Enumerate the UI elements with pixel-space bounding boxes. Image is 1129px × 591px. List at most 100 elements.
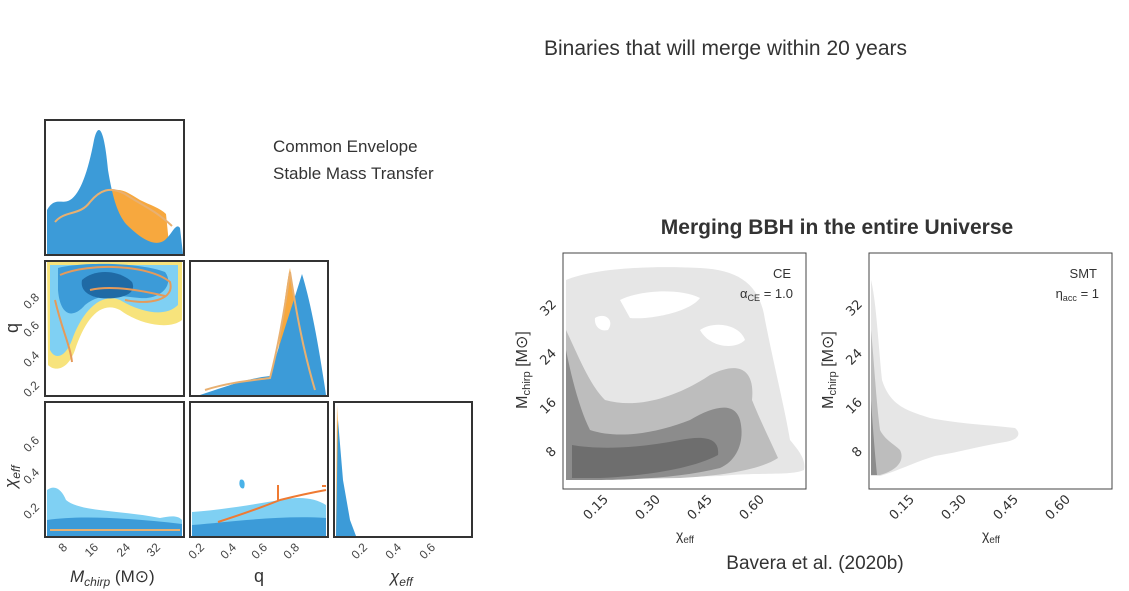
label-sub: chirp (521, 371, 533, 395)
tspan: M (70, 567, 85, 586)
x-tick-label: 0.30 (633, 492, 664, 523)
label-tail: = 1.0 (760, 286, 793, 301)
contour (871, 400, 877, 475)
x-tick-label: 8 (55, 540, 70, 555)
contour (594, 291, 745, 346)
label-main: χ (676, 527, 684, 543)
panel-frame (44, 119, 185, 256)
label-sub: chirp (827, 371, 839, 395)
y-tick-label: 32 (538, 297, 560, 319)
density (192, 517, 326, 536)
label-sub: eff (683, 535, 694, 546)
panel-frame (189, 260, 329, 397)
contour (572, 437, 719, 478)
y-tick-label: 0.6 (20, 433, 42, 455)
y-tick-label: 32 (844, 297, 866, 319)
label-main: η (1056, 286, 1063, 301)
y-tick-label: 0.6 (20, 318, 42, 340)
y-tick-label: 0.8 (20, 290, 42, 312)
tspan: eff (399, 575, 414, 589)
x-tick-label: 0.15 (887, 492, 918, 523)
smt-line (54, 188, 173, 227)
x-axis-label: q (254, 566, 264, 586)
x-tick-label: 0.2 (348, 540, 370, 562)
y-axis-label: Mchirp [M⊙] (820, 331, 839, 409)
x-tick-label: 0.4 (217, 540, 239, 562)
panel-param: αCE = 1.0 (740, 286, 793, 303)
x-tick-label: 0.6 (248, 540, 270, 562)
ce-marginal (47, 129, 183, 254)
tspan: χ (388, 567, 400, 586)
tspan: eff (9, 464, 23, 479)
density (81, 271, 134, 299)
panel-param: ηacc = 1 (1056, 286, 1099, 303)
y-tick-label: 8 (543, 444, 559, 460)
y-tick-label: 0.2 (20, 500, 42, 522)
y-axis-label: q (2, 323, 22, 333)
label-sub: eff (989, 535, 1000, 546)
panel-name: CE (773, 266, 791, 281)
y-tick-label: 0.4 (20, 348, 42, 370)
y-tick-label: 0.4 (20, 465, 42, 487)
x-tick-label: 0.45 (991, 492, 1022, 523)
y-tick-label: 16 (538, 395, 560, 417)
x-tick-label: 0.8 (280, 540, 302, 562)
ce-marginal (200, 274, 326, 395)
x-tick-label: 0.60 (1043, 492, 1074, 523)
panel-frame (562, 252, 807, 490)
label-main: M (514, 396, 531, 409)
y-tick-label: 24 (844, 346, 866, 368)
slide-title: Binaries that will merge within 20 years (544, 37, 907, 60)
x-axis-label: χeff (388, 567, 414, 589)
label-sub: acc (1063, 293, 1078, 303)
tspan: (M⊙) (110, 567, 154, 586)
x-axis-label: Mchirp (M⊙) (70, 567, 155, 589)
corner-plot: Common Envelope Stable Mass Transfer Mch… (1, 119, 473, 589)
panel-frame (868, 252, 1113, 490)
label-tail: [M⊙] (514, 331, 531, 371)
y-tick-label: 24 (538, 346, 560, 368)
smt-contour (217, 485, 327, 523)
panel-frame (44, 260, 185, 397)
contour (871, 280, 1019, 476)
x-tick-label: 0.4 (382, 540, 404, 562)
x-tick-label: 0.2 (185, 540, 207, 562)
x-tick-label: 0.30 (939, 492, 970, 523)
panel-frame (333, 401, 473, 538)
y-axis-label: Mchirp [M⊙] (514, 331, 533, 409)
label-tail: = 1 (1077, 286, 1099, 301)
label-sub: CE (747, 293, 760, 303)
panel-name: SMT (1070, 266, 1098, 281)
panel-frame (189, 401, 329, 538)
ce-marginal (336, 420, 356, 536)
x-tick-label: 0.45 (685, 492, 716, 523)
label-main: M (820, 396, 837, 409)
x-tick-label: 0.15 (581, 492, 612, 523)
citation: Bavera et al. (2020b) (726, 553, 903, 574)
tspan: chirp (84, 575, 110, 589)
x-axis-label: χeff (676, 527, 694, 546)
plot-title: Merging BBH in the entire Universe (661, 216, 1013, 239)
label-tail: [M⊙] (820, 331, 837, 371)
legend-entry: Stable Mass Transfer (273, 164, 434, 183)
smt-line (204, 271, 316, 391)
y-tick-label: 8 (849, 444, 865, 460)
label-main: α (740, 286, 748, 301)
x-tick-label: 24 (114, 540, 134, 560)
label-main: χ (982, 527, 990, 543)
y-tick-label: 16 (844, 395, 866, 417)
x-axis-label: χeff (982, 527, 1000, 546)
contour (871, 330, 902, 475)
y-axis-label: χeff (1, 464, 23, 490)
density (47, 517, 182, 536)
y-tick-label: 0.2 (20, 378, 42, 400)
universe-plot: Merging BBH in the entire Universe CEαCE… (514, 216, 1113, 546)
density (239, 479, 245, 489)
x-tick-label: 0.60 (737, 492, 768, 523)
smt-contour (54, 266, 172, 363)
x-tick-label: 0.6 (416, 540, 438, 562)
x-tick-label: 16 (82, 540, 102, 560)
x-tick-label: 32 (144, 540, 164, 560)
